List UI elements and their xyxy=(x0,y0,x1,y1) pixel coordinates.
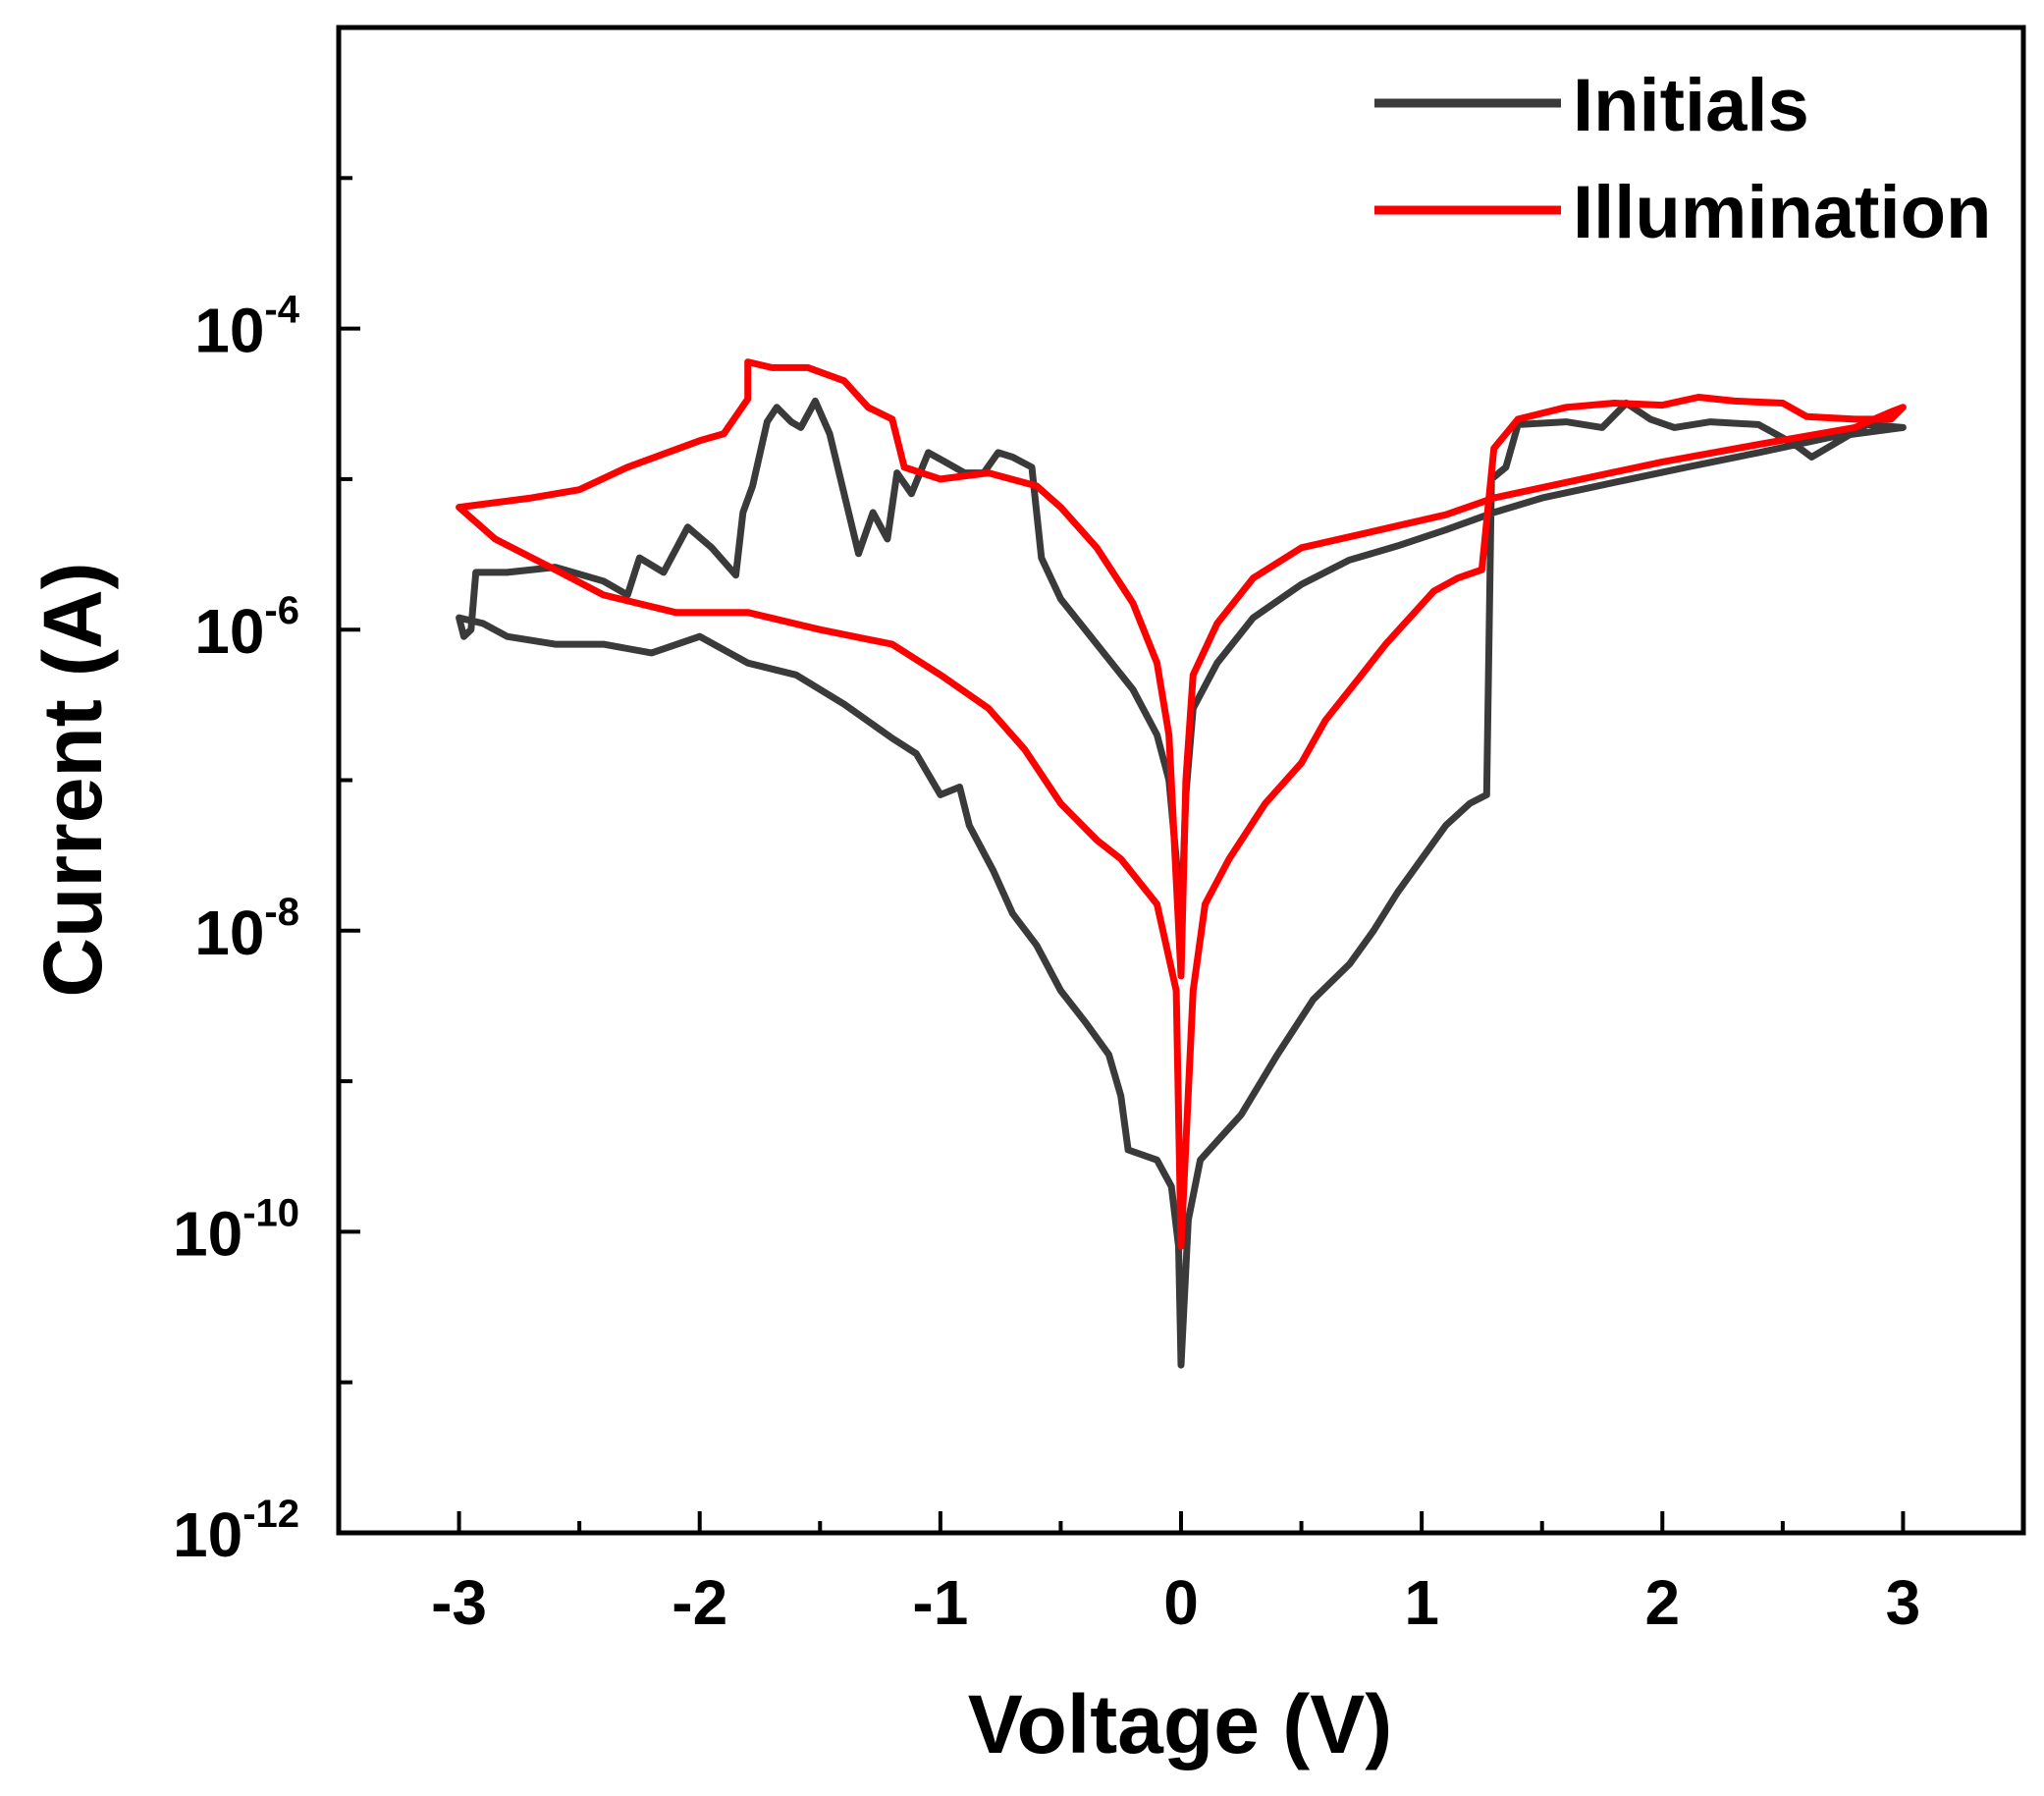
y-tick-label: 10-6 xyxy=(194,589,299,667)
series-layer xyxy=(456,358,1907,1369)
legend: Initials Illumination xyxy=(1374,64,1991,254)
y-tick-label: 10-4 xyxy=(194,289,300,366)
x-tick-label: 3 xyxy=(1886,1567,1921,1638)
x-tick-label: 2 xyxy=(1644,1567,1680,1638)
y-tick-label: 10-10 xyxy=(173,1191,299,1269)
series-line-initials xyxy=(456,397,1907,1369)
legend-label-illumination: Illumination xyxy=(1573,171,1991,254)
y-axis-title: Current (A) xyxy=(27,562,119,997)
y-tick-label: 10-12 xyxy=(173,1493,299,1570)
series-line-illumination xyxy=(456,358,1907,1250)
y-tick-label: 10-8 xyxy=(194,891,299,968)
axis-ticks: -3 -2 -1 0 1 2 3 10-4 10-6 10-8 10-10 10-12 xyxy=(173,176,1921,1638)
x-tick-label: 0 xyxy=(1163,1567,1199,1638)
x-tick-label: -1 xyxy=(912,1567,968,1638)
x-tick-label: 1 xyxy=(1404,1567,1439,1638)
x-axis-title: Voltage (V) xyxy=(968,1678,1392,1770)
x-tick-label: -2 xyxy=(672,1567,727,1638)
legend-label-initials: Initials xyxy=(1573,64,1809,147)
x-tick-label: -3 xyxy=(431,1567,487,1638)
